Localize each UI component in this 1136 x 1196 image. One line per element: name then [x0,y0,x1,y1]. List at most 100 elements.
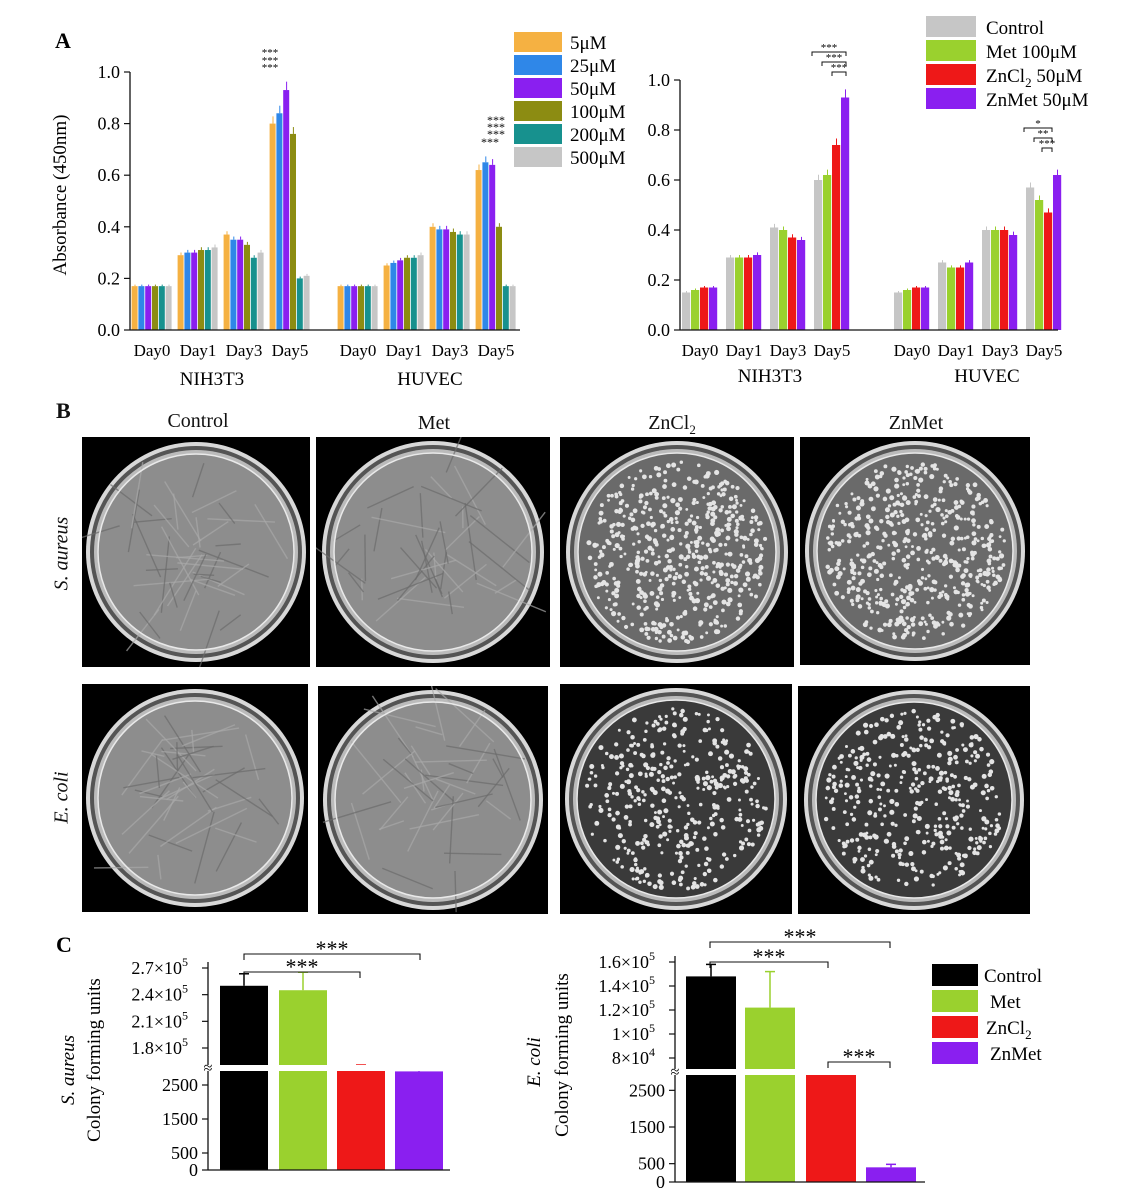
colony [827,541,831,545]
colony [851,775,856,780]
colony [946,830,952,836]
colony [726,526,731,532]
colony [598,745,604,751]
bar [797,240,806,330]
colony [719,864,725,869]
colony [978,568,983,573]
colony [961,593,966,597]
lawn-streak [175,807,248,845]
colony [904,862,910,867]
colony [960,724,964,728]
colony [708,501,713,507]
chart-c-left-bars [219,971,444,1170]
lawn-streak [170,745,223,750]
colony [899,509,903,514]
colony [612,858,616,862]
colony [868,566,873,571]
ytick-label: 2500 [162,1075,198,1095]
colony [863,729,869,735]
colony [699,578,703,582]
colony [705,775,711,781]
axis-break [200,1065,452,1071]
colony [675,502,681,508]
colony [874,875,878,879]
colony [749,797,753,802]
colony [622,514,626,518]
colony [672,567,676,571]
colony [603,838,607,843]
colony [897,856,902,860]
colony [847,539,852,544]
colony [721,608,725,613]
colony [957,563,962,568]
colony [706,492,710,496]
colony [647,881,652,886]
colony [899,594,904,600]
colony [629,512,634,517]
colony [834,540,839,545]
group-label-nih3t3-left: NIH3T3 [180,369,244,390]
colony [709,821,715,827]
xtick-label: Day0 [894,341,931,360]
colony [938,833,944,839]
colony [624,503,629,508]
colony [694,711,699,716]
colony [962,747,968,753]
colony [671,590,677,596]
colony [648,771,654,777]
colony [973,847,977,851]
colony [863,589,868,594]
colony [1000,527,1005,532]
colony [984,524,990,529]
colony [911,747,916,752]
bar [198,250,204,330]
colony [855,505,861,511]
colony [834,566,840,572]
colony [705,631,709,635]
colony [656,472,662,478]
colony [672,711,677,716]
colony [745,819,751,824]
legend-swatch [514,147,562,167]
lawn-streak [424,548,464,593]
lawn-streak [134,789,163,798]
colony [972,482,978,488]
colony [641,474,647,480]
petri-dish [804,690,1024,910]
colony [981,773,987,779]
lawn-streak [82,525,120,539]
colony [690,884,696,890]
colony [860,565,865,570]
colony [718,571,724,577]
colony [648,491,653,496]
plate-e-coli-znmet [798,686,1030,914]
colony [984,827,988,831]
colony [754,518,758,522]
colony [923,737,928,742]
colony [747,772,751,777]
colony [677,743,682,748]
colony [873,525,879,530]
colony [679,542,683,546]
bar [753,255,762,330]
colony [931,841,936,846]
chart-a-right-yticks: 0.00.20.40.60.81.0 [648,70,680,340]
lawn-streak [367,485,414,509]
colony [954,760,959,765]
colony [687,518,692,523]
colony [607,807,612,812]
significance-mark: *** [262,47,279,59]
legend-swatch [926,64,976,85]
lawn-streak [439,521,449,564]
lawn-streak [207,518,276,523]
colony [639,612,644,617]
colony [852,497,857,502]
colony [648,507,652,512]
colony [648,475,653,479]
colony [903,563,908,568]
colony [619,783,625,789]
colony [947,785,952,791]
colony [866,554,871,559]
colony [859,558,864,562]
colony [838,511,842,515]
